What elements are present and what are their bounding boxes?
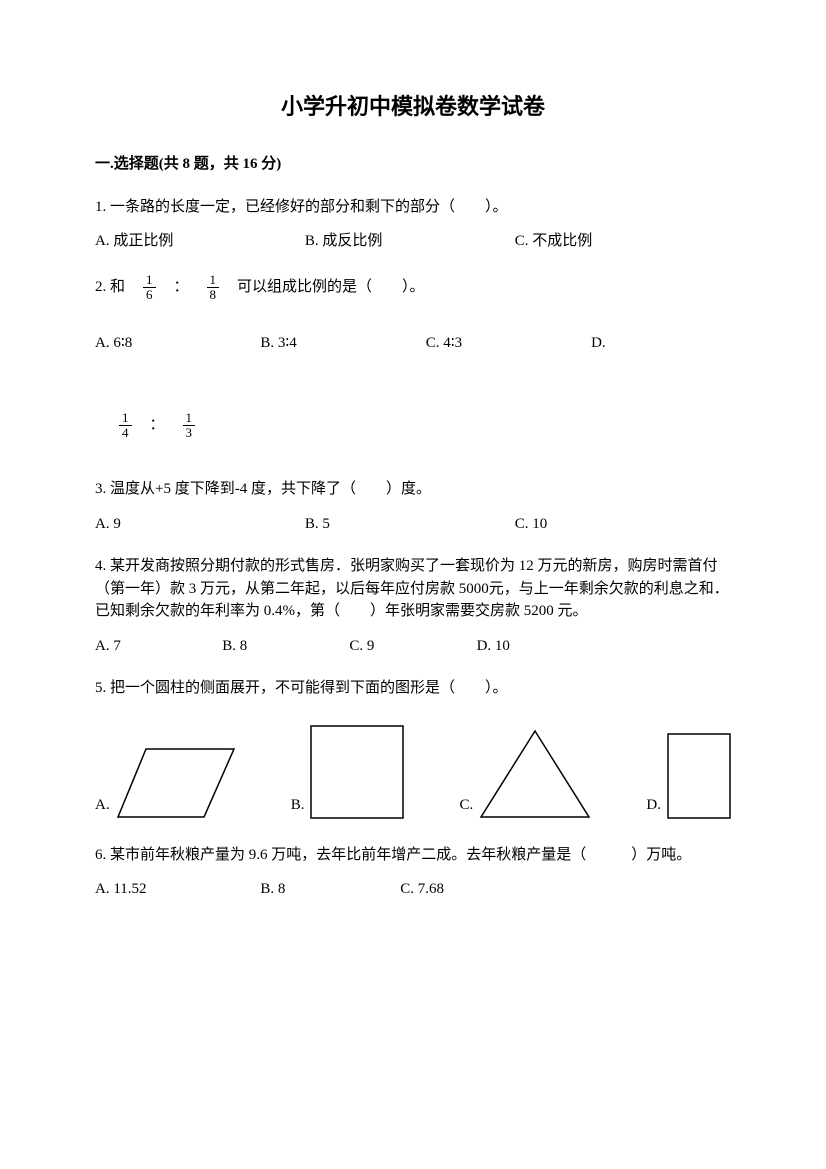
q5-opt-a: A. — [95, 747, 236, 819]
q4-opt-a: A. 7 — [95, 635, 222, 658]
q4-opt-c: C. 9 — [349, 635, 476, 658]
q5-label-d: D. — [646, 794, 661, 819]
q2-options: A. 6∶8 B. 3∶4 C. 4∶3 D. — [95, 332, 731, 355]
q2-d-frac1-den: 4 — [119, 426, 132, 440]
q2-d-colon: ： — [150, 414, 165, 437]
q5-opt-c: C. — [460, 729, 592, 819]
q2-text: 2. 和 1 6 ： 1 8 可以组成比例的是（ ）。 — [95, 273, 731, 303]
q2-frac2-den: 8 — [207, 288, 220, 302]
q3-opt-a: A. 9 — [95, 513, 305, 536]
q2-d-frac2-num: 1 — [183, 411, 196, 426]
q2-opt-b: B. 3∶4 — [260, 332, 425, 355]
q3-opt-b: B. 5 — [305, 513, 515, 536]
triangle-icon — [479, 729, 591, 819]
q5-label-b: B. — [291, 794, 305, 819]
question-2: 2. 和 1 6 ： 1 8 可以组成比例的是（ ）。 A. 6∶8 B. 3∶… — [95, 273, 731, 441]
q3-opt-c: C. 10 — [515, 513, 725, 536]
q5-opt-d: D. — [646, 733, 731, 819]
q1-text: 1. 一条路的长度一定，已经修好的部分和剩下的部分（ ）。 — [95, 196, 731, 219]
q6-text: 6. 某市前年秋粮产量为 9.6 万吨，去年比前年增产二成。去年秋粮产量是（ ）… — [95, 844, 731, 867]
rectangle-icon — [667, 733, 731, 819]
q2-frac1-den: 6 — [143, 288, 156, 302]
q4-opt-d: D. 10 — [477, 635, 604, 658]
q1-opt-c: C. 不成比例 — [515, 230, 725, 253]
question-3: 3. 温度从+5 度下降到-4 度，共下降了（ ）度。 A. 9 B. 5 C.… — [95, 478, 731, 535]
q5-label-c: C. — [460, 794, 474, 819]
page-title: 小学升初中模拟卷数学试卷 — [95, 90, 731, 123]
q2-frac2-num: 1 — [207, 273, 220, 288]
q5-options: A. B. C. D. — [95, 725, 731, 819]
q5-text: 5. 把一个圆柱的侧面展开，不可能得到下面的图形是（ ）。 — [95, 677, 731, 700]
q1-opt-a: A. 成正比例 — [95, 230, 305, 253]
q4-options: A. 7 B. 8 C. 9 D. 10 — [95, 635, 731, 658]
parallelogram-icon — [116, 747, 236, 819]
question-1: 1. 一条路的长度一定，已经修好的部分和剩下的部分（ ）。 A. 成正比例 B.… — [95, 196, 731, 253]
q6-opt-c: C. 7.68 — [400, 878, 540, 901]
q4-opt-b: B. 8 — [222, 635, 349, 658]
q2-frac1-num: 1 — [143, 273, 156, 288]
q5-label-a: A. — [95, 794, 110, 819]
q4-text: 4. 某开发商按照分期付款的形式售房．张明家购买了一套现价为 12 万元的新房，… — [95, 555, 731, 623]
q6-options: A. 11.52 B. 8 C. 7.68 — [95, 878, 731, 901]
q2-suffix: 可以组成比例的是（ ）。 — [237, 276, 425, 299]
q2-opt-d: D. — [591, 332, 731, 355]
q2-frac1: 1 6 — [143, 273, 156, 303]
q2-opt-c: C. 4∶3 — [426, 332, 591, 355]
q3-options: A. 9 B. 5 C. 10 — [95, 513, 731, 536]
q2-d-frac1-num: 1 — [119, 411, 132, 426]
section-header: 一.选择题(共 8 题，共 16 分) — [95, 153, 731, 176]
q1-options: A. 成正比例 B. 成反比例 C. 不成比例 — [95, 230, 731, 253]
q5-opt-b: B. — [291, 725, 405, 819]
q2-optd-fracs: 1 4 ： 1 3 — [115, 411, 731, 441]
q2-d-frac2-den: 3 — [183, 426, 196, 440]
q2-opt-a: A. 6∶8 — [95, 332, 260, 355]
question-4: 4. 某开发商按照分期付款的形式售房．张明家购买了一套现价为 12 万元的新房，… — [95, 555, 731, 657]
q6-opt-b: B. 8 — [260, 878, 400, 901]
q3-text: 3. 温度从+5 度下降到-4 度，共下降了（ ）度。 — [95, 478, 731, 501]
q2-d-frac1: 1 4 — [119, 411, 132, 441]
q2-prefix: 2. 和 — [95, 276, 125, 299]
square-icon — [310, 725, 404, 819]
question-6: 6. 某市前年秋粮产量为 9.6 万吨，去年比前年增产二成。去年秋粮产量是（ ）… — [95, 844, 731, 901]
q2-d-frac2: 1 3 — [183, 411, 196, 441]
question-5: 5. 把一个圆柱的侧面展开，不可能得到下面的图形是（ ）。 A. B. C. D… — [95, 677, 731, 819]
q6-opt-a: A. 11.52 — [95, 878, 260, 901]
q2-frac2: 1 8 — [207, 273, 220, 303]
q1-opt-b: B. 成反比例 — [305, 230, 515, 253]
q2-colon: ： — [174, 276, 189, 299]
